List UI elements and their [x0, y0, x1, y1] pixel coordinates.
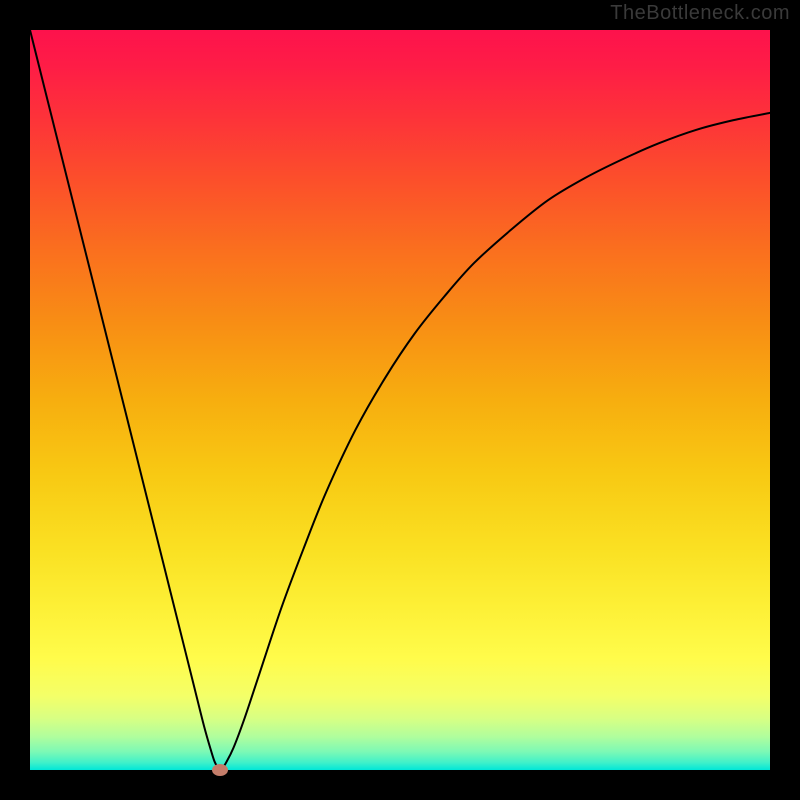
- watermark-text: TheBottleneck.com: [610, 2, 790, 25]
- sweet-spot-marker: [212, 764, 228, 776]
- curve-layer: [30, 30, 770, 770]
- chart-plot-area: [30, 30, 770, 770]
- bottleneck-curve: [30, 30, 770, 768]
